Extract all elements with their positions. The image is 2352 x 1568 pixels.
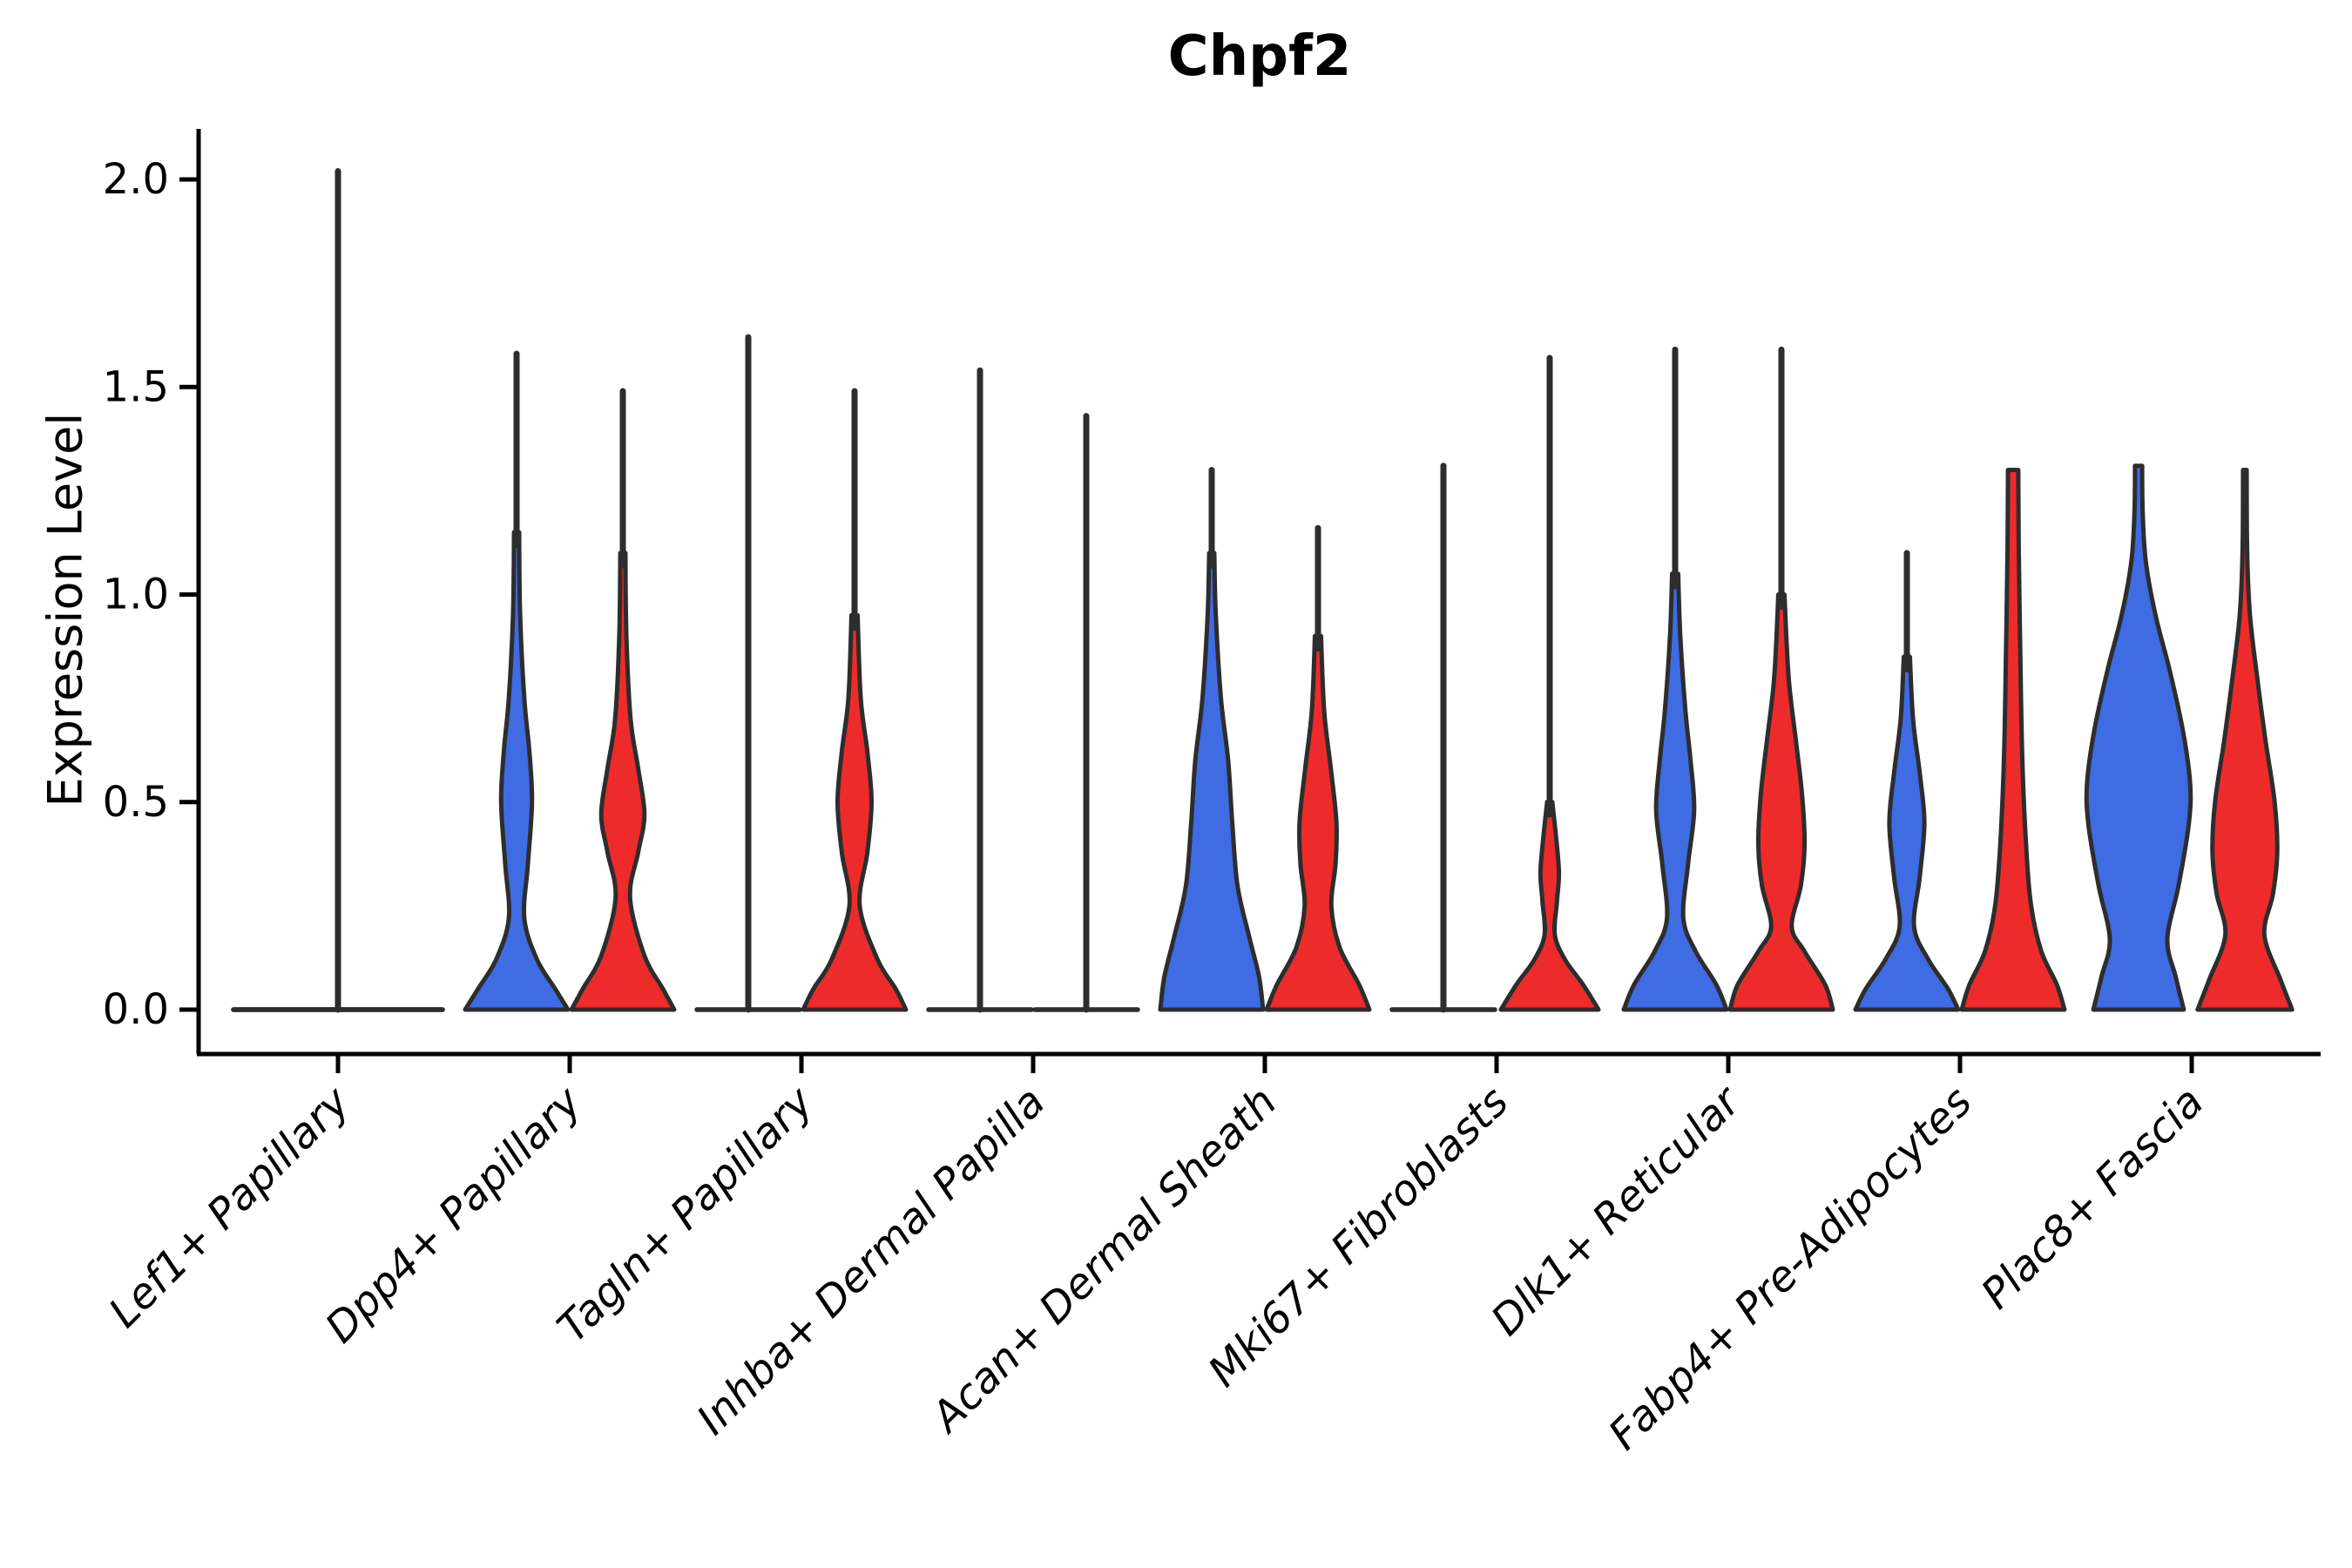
violin-fabp4-pre-adipocytes-blue xyxy=(1853,550,1961,1012)
violin-fabp4-pre-adipocytes-red xyxy=(1959,468,2067,1012)
y-tick-label: 1.5 xyxy=(103,362,169,411)
violin-body xyxy=(1498,800,1601,1012)
y-tick-label: 1.0 xyxy=(103,571,169,619)
violin-inhba-dermal-papilla-red xyxy=(1032,413,1140,1013)
violin-body xyxy=(801,612,909,1012)
y-tick-label: 0.0 xyxy=(103,985,169,1034)
violin-lef1-papillary-blue xyxy=(231,167,445,1013)
violin-dlk1-reticular-red xyxy=(1727,346,1835,1012)
violin-dpp4-papillary-red xyxy=(569,388,677,1012)
violin-acan-dermal-sheath-red xyxy=(1264,524,1372,1012)
violin-tagln-papillary-blue xyxy=(694,334,802,1013)
violin-body xyxy=(1264,633,1372,1012)
x-tick-label-dpp4-papillary: Dpp4+ Papillary xyxy=(316,1077,591,1352)
violin-acan-dermal-sheath-blue xyxy=(1158,467,1266,1012)
violins-layer xyxy=(231,167,2295,1013)
x-tick-label-plac8-fascia: Plac8+ Fascia xyxy=(1972,1078,2213,1319)
chart-title: Chpf2 xyxy=(1167,24,1352,89)
y-tick-label: 2.0 xyxy=(103,155,169,204)
violin-body xyxy=(1853,654,1961,1012)
violin-body xyxy=(1727,592,1835,1012)
violin-inhba-dermal-papilla-blue xyxy=(926,367,1034,1013)
x-tick-label-lef1-papillary: Lef1+ Papillary xyxy=(99,1077,360,1337)
violin-dpp4-papillary-blue xyxy=(463,350,571,1012)
violin-tagln-papillary-red xyxy=(801,388,909,1012)
violin-mki67-fibroblasts-red xyxy=(1498,355,1601,1012)
violin-plac8-fascia-red xyxy=(2195,468,2295,1012)
violin-body xyxy=(2084,463,2193,1012)
violin-body xyxy=(463,530,571,1012)
x-tick-label-tagln-papillary: Tagln+ Papillary xyxy=(548,1077,823,1352)
violin-mki67-fibroblasts-blue xyxy=(1389,463,1497,1013)
violin-dlk1-reticular-blue xyxy=(1621,346,1729,1012)
violin-body xyxy=(2195,468,2295,1012)
y-tick-label: 0.5 xyxy=(103,778,169,827)
y-axis-label: Expression Level xyxy=(37,412,93,808)
violin-body xyxy=(569,551,677,1012)
violin-body xyxy=(1158,551,1266,1012)
x-tick-label-dlk1-reticular: Dlk1+ Reticular xyxy=(1482,1076,1752,1346)
violin-body xyxy=(1959,468,2067,1012)
violin-body xyxy=(1621,571,1729,1012)
violin-plac8-fascia-blue xyxy=(2084,463,2193,1012)
